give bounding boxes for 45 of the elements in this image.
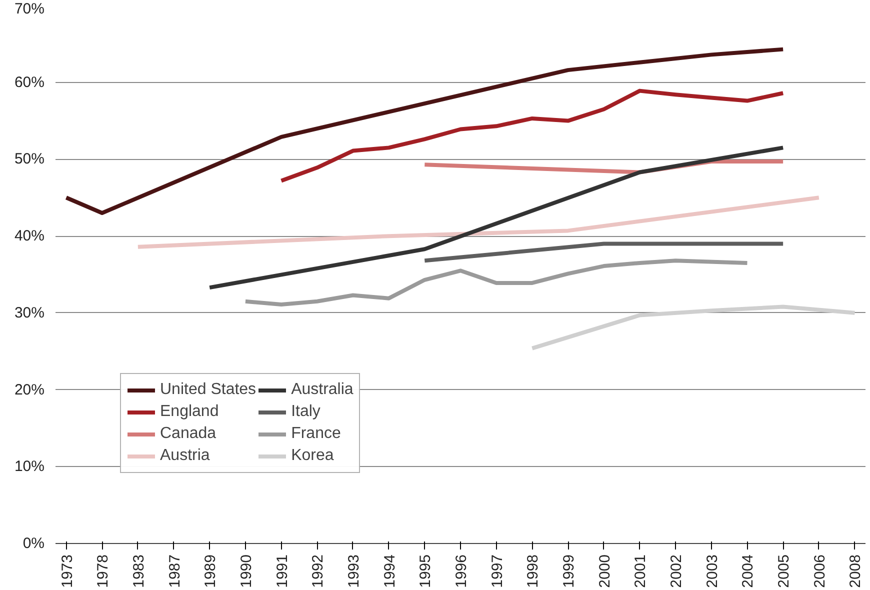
x-tick-label: 2005 <box>776 554 793 588</box>
legend-label: Italy <box>291 403 320 421</box>
line-series <box>208 146 786 290</box>
legend-label: Australia <box>291 381 354 399</box>
y-tick-label: 40% <box>14 228 45 245</box>
x-tick-label: 1992 <box>310 554 327 588</box>
y-tick-label: 0% <box>22 535 45 552</box>
line-series <box>64 47 786 216</box>
y-tick-label: 20% <box>14 381 45 398</box>
line-series <box>530 304 857 350</box>
x-tick-label: 1994 <box>381 554 398 588</box>
line-series <box>136 196 821 249</box>
x-tick-label: 1978 <box>94 554 112 588</box>
legend-label: Austria <box>160 447 210 465</box>
legend-label: Korea <box>291 447 334 465</box>
x-tick-label: 2002 <box>668 554 686 588</box>
x-tick-label: 1987 <box>166 554 184 588</box>
legend-label: England <box>160 403 219 421</box>
x-tick-label: 2006 <box>811 554 828 588</box>
x-tick-label: 1993 <box>345 554 362 588</box>
y-tick-label: 10% <box>14 458 45 476</box>
x-tick-label: 2004 <box>740 554 757 588</box>
x-tick-label: 2001 <box>632 554 650 588</box>
x-tick-label: 1989 <box>202 554 220 588</box>
x-tick-label: 1991 <box>274 554 291 588</box>
x-tick-label: 1999 <box>560 554 578 588</box>
legend-label: United States <box>160 381 256 399</box>
y-tick-label: 70% <box>14 0 45 18</box>
x-tick-label: 1995 <box>417 554 434 588</box>
x-tick-label: 1990 <box>238 554 255 588</box>
x-tick-label: 1996 <box>453 554 470 588</box>
x-tick-label: 2008 <box>847 554 864 588</box>
x-tick-label: 1983 <box>130 554 148 588</box>
line-series <box>243 258 750 306</box>
line-series <box>279 88 786 183</box>
x-tick-label: 1973 <box>58 554 76 588</box>
legend-label: France <box>291 425 341 443</box>
x-tick-label: 2000 <box>596 554 614 588</box>
y-tick-label: 50% <box>14 150 45 168</box>
legend-label: Canada <box>160 425 216 443</box>
x-tick-label: 1998 <box>524 554 542 588</box>
x-tick-label: 1997 <box>488 554 506 588</box>
x-tick-label: 2003 <box>704 554 721 588</box>
y-tick-label: 60% <box>14 74 45 91</box>
y-tick-label: 30% <box>14 304 45 322</box>
